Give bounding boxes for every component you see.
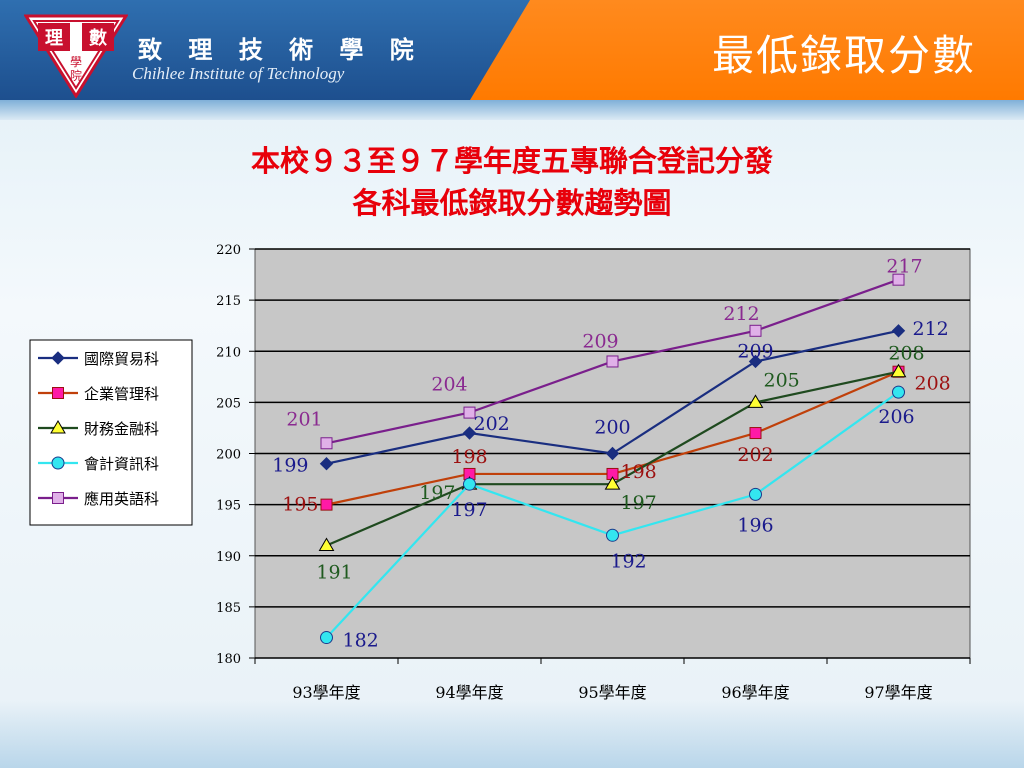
- data-point: [463, 477, 476, 491]
- legend-label: 企業管理科: [84, 385, 159, 403]
- school-logo: 理 數 學 院: [24, 14, 128, 98]
- data-label: 209: [737, 340, 773, 362]
- data-label: 198: [451, 446, 487, 468]
- data-label: 204: [431, 374, 467, 396]
- data-label: 192: [610, 550, 646, 572]
- chart-title-line-1: 本校９３至９７學年度五專聯合登記分發: [250, 144, 773, 178]
- y-tick-label: 190: [216, 550, 241, 565]
- data-point: [320, 498, 333, 511]
- y-tick-label: 220: [216, 243, 241, 258]
- x-tick-label: 96學年度: [721, 683, 789, 702]
- data-label: 196: [737, 514, 773, 536]
- y-tick-label: 205: [216, 396, 241, 411]
- header-band: [0, 100, 1024, 120]
- data-point: [51, 351, 65, 365]
- y-tick-label: 195: [216, 499, 241, 514]
- data-label: 201: [286, 408, 322, 430]
- slide-title: 最低錄取分數: [711, 31, 976, 80]
- y-tick-label: 180: [216, 652, 241, 667]
- data-label: 206: [878, 406, 914, 428]
- data-label: 208: [888, 343, 924, 365]
- data-point: [320, 437, 333, 450]
- footer-decoration: [0, 700, 1024, 768]
- y-tick-label: 185: [216, 601, 241, 616]
- svg-text:理: 理: [45, 28, 63, 49]
- x-tick-label: 93學年度: [292, 683, 360, 702]
- legend-label: 國際貿易科: [84, 350, 159, 368]
- data-point: [748, 354, 763, 369]
- data-label: 198: [621, 461, 657, 483]
- data-point: [891, 324, 906, 338]
- data-point: [319, 457, 334, 471]
- data-label: 202: [474, 413, 510, 435]
- svg-text:院: 院: [70, 69, 82, 83]
- data-label: 197: [621, 492, 657, 514]
- data-label: 205: [764, 369, 800, 391]
- data-point: [747, 394, 764, 408]
- data-point: [890, 363, 907, 378]
- data-label: 202: [737, 444, 773, 466]
- chart-title-line-2: 各科最低錄取分數趨勢圖: [352, 186, 672, 220]
- data-point: [52, 492, 64, 504]
- data-label: 200: [594, 417, 630, 439]
- data-point: [52, 387, 64, 399]
- data-label: 195: [282, 494, 318, 516]
- x-tick-label: 94學年度: [435, 683, 503, 702]
- x-tick-label: 97學年度: [864, 683, 932, 702]
- y-tick-label: 210: [216, 345, 241, 360]
- data-point: [606, 355, 619, 368]
- data-point: [462, 426, 477, 440]
- school-name-english: Chihlee Institute of Technology: [132, 64, 345, 83]
- data-label: 217: [886, 256, 922, 278]
- legend-label: 財務金融科: [84, 420, 159, 438]
- data-label: 212: [913, 318, 949, 340]
- title-tab: [470, 0, 1024, 100]
- svg-text:數: 數: [89, 28, 107, 49]
- data-point: [749, 324, 762, 337]
- data-point: [749, 487, 762, 501]
- data-label: 212: [723, 303, 759, 325]
- legend-label: 會計資訊科: [84, 455, 159, 473]
- data-point: [604, 476, 621, 490]
- data-label: 199: [272, 455, 308, 477]
- data-point: [320, 631, 333, 645]
- y-tick-label: 200: [216, 448, 241, 463]
- data-point: [606, 528, 619, 542]
- data-label: 197: [451, 499, 487, 521]
- data-point: [318, 537, 335, 552]
- data-point: [463, 406, 476, 419]
- data-point: [892, 273, 905, 286]
- data-label: 197: [419, 482, 455, 504]
- legend-label: 應用英語科: [84, 490, 159, 508]
- y-tick-label: 215: [216, 294, 241, 309]
- data-point: [749, 427, 762, 440]
- data-label: 209: [582, 330, 618, 352]
- data-point: [892, 385, 905, 399]
- data-label: 208: [915, 373, 951, 395]
- data-point: [50, 420, 66, 434]
- data-point: [51, 456, 65, 470]
- school-name: 致 理 技 術 學 院: [138, 36, 423, 64]
- data-point: [605, 446, 620, 461]
- data-label: 191: [316, 562, 352, 584]
- x-tick-label: 95學年度: [578, 683, 646, 702]
- data-label: 182: [343, 630, 379, 652]
- svg-text:學: 學: [70, 55, 82, 69]
